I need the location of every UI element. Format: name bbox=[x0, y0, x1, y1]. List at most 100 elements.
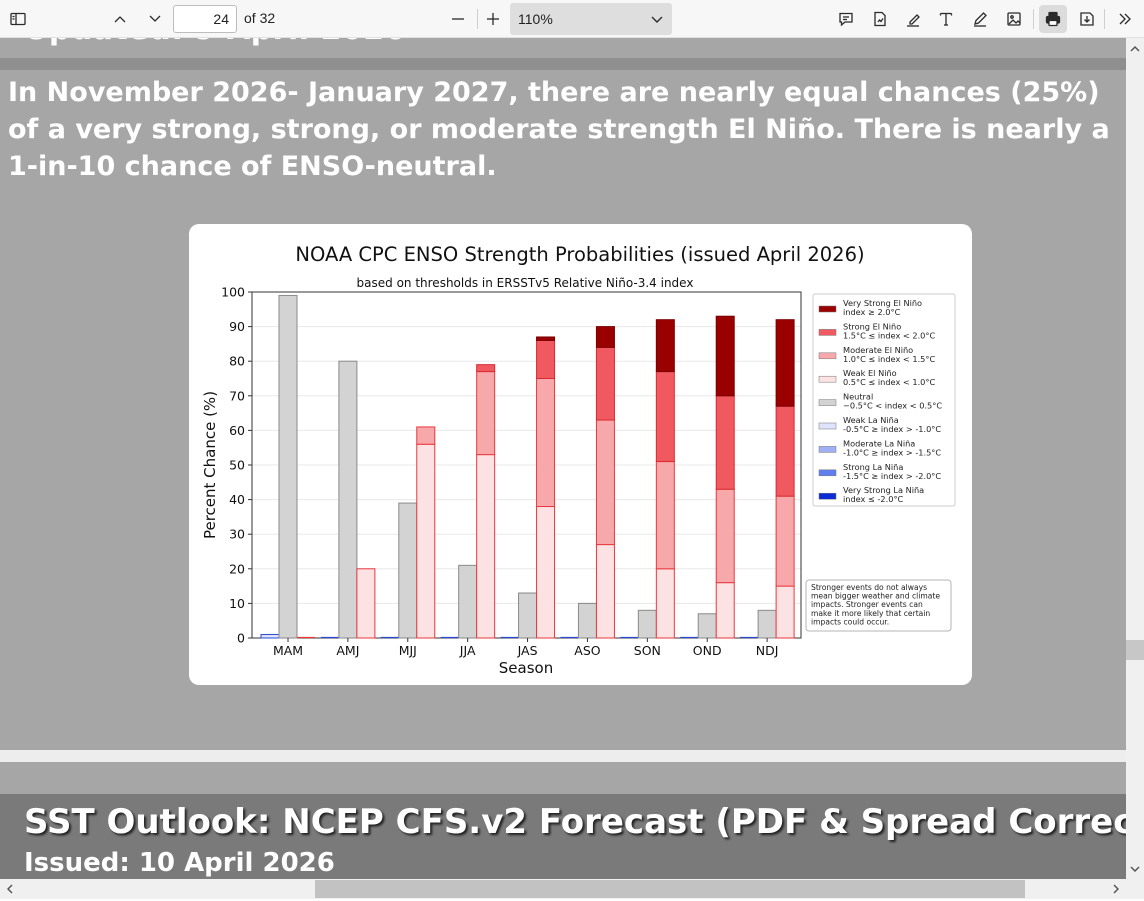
vertical-scroll-thumb[interactable] bbox=[1126, 640, 1144, 660]
bar-weak-el-ni-o bbox=[536, 506, 556, 639]
add-image-icon[interactable] bbox=[1000, 5, 1028, 33]
note-line: Stronger events do not always bbox=[811, 583, 927, 592]
legend-label: Moderate La Niña bbox=[843, 438, 915, 448]
slide-page: In November 2026- January 2027, there ar… bbox=[0, 70, 1126, 750]
legend-desc: 0.5°C ≤ index < 1.0°C bbox=[843, 377, 935, 387]
scroll-up-icon[interactable] bbox=[1127, 41, 1143, 57]
legend-label: Strong La Niña bbox=[843, 462, 903, 472]
bar-strong-el-ni-o bbox=[775, 405, 795, 497]
bar-weak-el-ni-o bbox=[655, 568, 675, 639]
x-tick-label: JAS bbox=[517, 643, 538, 658]
toolbar-divider bbox=[477, 9, 478, 29]
y-tick-label: 20 bbox=[229, 561, 245, 576]
horizontal-scroll-thumb[interactable] bbox=[315, 880, 1025, 898]
bar-la-nina bbox=[260, 634, 280, 639]
legend-label: Very Strong La Niña bbox=[843, 485, 924, 495]
bar-weak-el-ni-o bbox=[356, 568, 376, 639]
bar-neutral bbox=[637, 609, 657, 639]
legend-desc: -1.5°C ≥ index > -2.0°C bbox=[843, 471, 941, 481]
document-viewport[interactable]: Updated: 9 April 2026 In November 2026- … bbox=[0, 38, 1126, 879]
x-tick-label: ASO bbox=[574, 643, 600, 658]
y-tick-label: 40 bbox=[229, 492, 245, 507]
bar-strong-el-ni-o bbox=[655, 371, 675, 463]
comment-icon[interactable] bbox=[832, 5, 860, 33]
y-axis-label: Percent Chance (%) bbox=[201, 391, 219, 539]
note-line: make it more likely that certain bbox=[811, 609, 930, 618]
y-tick-label: 10 bbox=[229, 596, 245, 611]
x-tick-label: SON bbox=[634, 643, 661, 658]
legend-swatch bbox=[818, 352, 837, 360]
bar-moderate-el-ni-o bbox=[536, 378, 556, 508]
fill-sign-icon[interactable] bbox=[866, 5, 894, 33]
bar-weak-el-ni-o bbox=[476, 454, 496, 639]
bar-moderate-el-ni-o bbox=[595, 419, 615, 546]
bar-strong-el-ni-o bbox=[536, 339, 556, 380]
highlight-icon[interactable] bbox=[899, 5, 927, 33]
previous-slide-heading: Updated: 9 April 2026 bbox=[24, 38, 406, 47]
x-tick-label: MAM bbox=[273, 643, 303, 658]
bar-neutral bbox=[398, 502, 418, 639]
x-tick-label: MJJ bbox=[399, 643, 417, 658]
bar-strong-el-ni-o bbox=[476, 364, 496, 373]
zoom-value: 110% bbox=[518, 11, 553, 27]
legend-swatch bbox=[818, 492, 837, 500]
legend-swatch bbox=[818, 446, 837, 453]
y-tick-label: 0 bbox=[237, 631, 245, 646]
previous-page-button[interactable] bbox=[106, 5, 134, 33]
bar-strong-el-ni-o bbox=[715, 395, 735, 490]
scroll-right-icon[interactable] bbox=[1108, 881, 1124, 897]
bar-neutral bbox=[518, 592, 538, 639]
legend-label: Weak La Niña bbox=[843, 415, 899, 425]
print-icon[interactable] bbox=[1039, 5, 1067, 33]
y-tick-label: 100 bbox=[221, 285, 245, 300]
sidebar-toggle-icon[interactable] bbox=[4, 5, 32, 33]
pdf-toolbar: of 32 110% bbox=[0, 0, 1144, 38]
zoom-select[interactable]: 110% bbox=[510, 3, 672, 35]
slide-top-band bbox=[0, 58, 1126, 70]
next-slide-title: SST Outlook: NCEP CFS.v2 Forecast (PDF &… bbox=[24, 802, 1126, 842]
bar-neutral bbox=[278, 294, 298, 639]
legend-swatch bbox=[818, 469, 837, 477]
page-gap bbox=[0, 750, 1126, 762]
scroll-down-icon[interactable] bbox=[1127, 861, 1143, 877]
y-tick-label: 80 bbox=[229, 354, 245, 369]
legend-label: Neutral bbox=[843, 392, 873, 402]
zoom-out-button[interactable] bbox=[444, 5, 472, 33]
enso-chart-card: NOAA CPC ENSO Strength Probabilities (is… bbox=[189, 224, 972, 685]
bar-weak-el-ni-o bbox=[595, 544, 615, 639]
y-tick-label: 90 bbox=[229, 319, 245, 334]
bar-weak-el-ni-o bbox=[715, 582, 735, 639]
x-tick-label: JJA bbox=[459, 643, 476, 658]
vertical-scrollbar[interactable] bbox=[1126, 38, 1144, 879]
zoom-in-button[interactable] bbox=[479, 5, 507, 33]
legend-label: Strong El Niño bbox=[843, 321, 901, 331]
draw-icon[interactable] bbox=[966, 5, 994, 33]
save-icon[interactable] bbox=[1073, 5, 1101, 33]
bar-very-strong-el-ni-o bbox=[655, 319, 675, 373]
bar-neutral bbox=[697, 613, 717, 639]
bar-moderate-el-ni-o bbox=[655, 461, 675, 570]
legend-label: Weak El Niño bbox=[843, 368, 897, 378]
bar-weak-el-ni-o bbox=[775, 585, 795, 639]
chart-subtitle: based on thresholds in ERSSTv5 Relative … bbox=[357, 276, 694, 290]
scroll-left-icon[interactable] bbox=[2, 881, 18, 897]
next-page-button[interactable] bbox=[141, 5, 169, 33]
bar-neutral bbox=[338, 360, 358, 639]
y-tick-label: 70 bbox=[229, 388, 245, 403]
bar-neutral bbox=[577, 602, 597, 639]
legend-desc: 1.0°C ≤ index < 1.5°C bbox=[843, 354, 935, 364]
slide-headline: In November 2026- January 2027, there ar… bbox=[8, 77, 1110, 182]
y-tick-label: 30 bbox=[229, 527, 245, 542]
toolbar-divider bbox=[1033, 9, 1034, 29]
x-tick-label: OND bbox=[693, 643, 722, 658]
legend-swatch bbox=[818, 399, 837, 406]
legend-swatch bbox=[818, 329, 837, 336]
bar-very-strong-el-ni-o bbox=[715, 315, 735, 397]
legend-desc: -1.0°C ≥ index > -1.5°C bbox=[843, 447, 941, 457]
legend-desc: −0.5°C < index < 0.5°C bbox=[843, 401, 942, 411]
page-count-label: of 32 bbox=[244, 10, 276, 26]
page-number-input[interactable] bbox=[173, 5, 237, 33]
x-tick-label: NDJ bbox=[756, 643, 779, 658]
more-tools-icon[interactable] bbox=[1111, 5, 1139, 33]
text-tool-icon[interactable] bbox=[932, 5, 960, 33]
